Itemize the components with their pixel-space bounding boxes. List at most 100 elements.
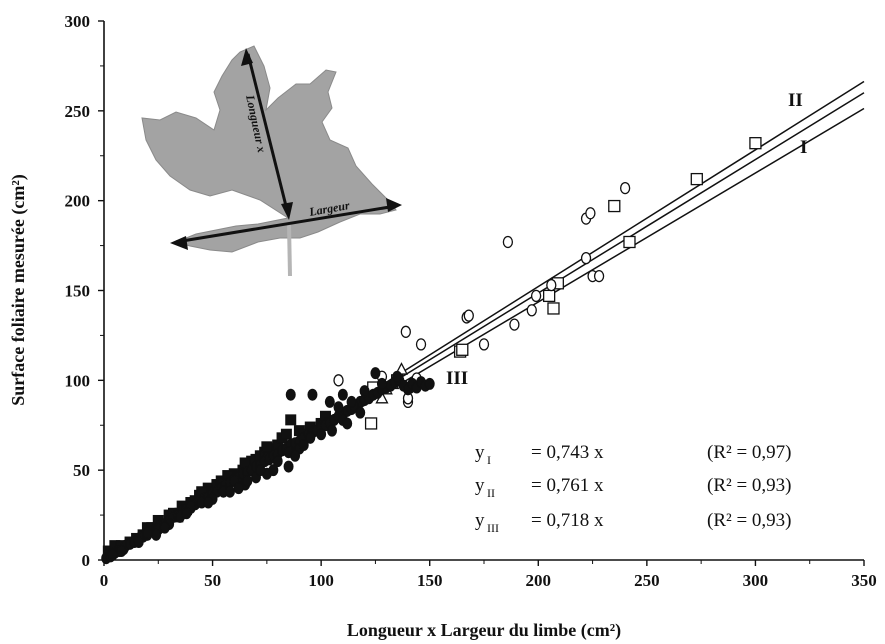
x-axis-title: Longueur x Largeur du limbe (cm²) <box>347 620 621 641</box>
point-filled-circle <box>159 521 170 534</box>
point-open-circle <box>585 207 596 220</box>
point-open-circle <box>619 181 631 195</box>
point-open-circle <box>502 235 514 249</box>
point-open-circle <box>546 278 557 292</box>
leaf-stem <box>287 223 292 277</box>
point-filled-circle <box>337 388 348 401</box>
point-filled-circle <box>283 460 294 473</box>
point-open-square <box>542 289 556 303</box>
point-open-circle <box>415 338 427 351</box>
axes: 0 50 100 150 200 250 300 350 0 50 100 150 200 250 300 <box>65 12 877 590</box>
y-tick-label: 50 <box>73 461 90 480</box>
width-arrow-head-right <box>386 198 402 212</box>
eq-y: y <box>475 510 485 531</box>
point-filled-circle <box>290 449 301 462</box>
eq-rhs: = 0,743 x <box>531 442 604 463</box>
point-open-square <box>690 172 703 186</box>
point-filled-square <box>280 428 292 440</box>
point-filled-circle <box>307 388 318 401</box>
point-filled-circle <box>305 431 316 444</box>
point-filled-circle <box>346 395 357 408</box>
x-tick-label: 0 <box>100 571 109 590</box>
point-open-square <box>608 199 621 213</box>
data-points <box>101 137 762 565</box>
y-tick-label: 150 <box>65 282 91 301</box>
point-open-circle <box>463 309 474 322</box>
point-filled-circle <box>376 377 387 390</box>
equation-II: y II = 0,761 x (R² = 0,93) <box>475 475 792 500</box>
point-filled-circle <box>151 528 162 541</box>
x-tick-label: 150 <box>417 571 443 590</box>
point-open-square <box>547 302 560 315</box>
point-open-circle <box>593 269 605 283</box>
y-tick-label: 250 <box>65 102 91 121</box>
point-filled-circle <box>424 377 435 390</box>
x-tick-label: 200 <box>526 571 552 590</box>
point-open-square <box>364 417 378 430</box>
point-open-circle <box>580 252 592 265</box>
point-filled-circle <box>233 482 244 495</box>
width-arrow-head-left <box>170 236 188 250</box>
point-filled-square <box>261 441 273 453</box>
point-filled-circle <box>370 367 381 380</box>
x-tick-label: 350 <box>851 571 877 590</box>
point-filled-circle <box>107 548 118 561</box>
eq-y: y <box>475 442 485 463</box>
point-filled-circle <box>327 424 337 437</box>
point-open-circle <box>509 318 520 331</box>
point-open-square <box>749 137 762 150</box>
y-tick-label: 100 <box>65 371 91 390</box>
eq-sub: II <box>487 486 495 500</box>
y-tick-label: 200 <box>65 192 91 211</box>
eq-sub: I <box>487 453 491 467</box>
y-axis-title: Surface foliaire mesurée (cm²) <box>8 174 29 405</box>
x-tick-label: 50 <box>204 571 221 590</box>
width-arrow <box>175 204 397 244</box>
y-tick-label: 300 <box>65 12 91 31</box>
x-tick-label: 300 <box>743 571 769 590</box>
point-filled-circle <box>298 439 309 452</box>
leaf-illustration <box>141 45 397 253</box>
point-filled-circle <box>242 474 253 487</box>
point-filled-circle <box>142 527 153 540</box>
line-label-III: III <box>446 368 468 389</box>
point-filled-circle <box>324 395 335 408</box>
eq-rhs: = 0,761 x <box>531 475 604 496</box>
eq-r2: (R² = 0,93) <box>707 475 792 496</box>
eq-r2: (R² = 0,97) <box>707 442 792 463</box>
point-open-square <box>456 343 469 356</box>
point-filled-square <box>285 414 297 426</box>
line-label-II: II <box>788 90 803 111</box>
x-tick-label: 250 <box>634 571 660 590</box>
point-filled-circle <box>116 545 127 558</box>
eq-r2: (R² = 0,93) <box>707 510 792 531</box>
point-filled-circle <box>392 370 403 383</box>
point-filled-circle <box>359 385 370 398</box>
point-filled-circle <box>203 496 214 509</box>
point-filled-circle <box>285 388 296 401</box>
point-open-circle <box>333 374 344 387</box>
point-open-square <box>623 235 636 249</box>
length-arrow-tail <box>281 202 293 220</box>
line-label-I: I <box>800 137 807 158</box>
eq-rhs: = 0,718 x <box>531 510 604 531</box>
eq-y: y <box>475 475 485 496</box>
point-filled-circle <box>181 507 192 520</box>
length-arrow <box>246 53 290 215</box>
point-filled-circle <box>224 485 235 498</box>
point-filled-circle <box>272 455 283 468</box>
equation-III: y III = 0,718 x (R² = 0,93) <box>475 510 792 535</box>
point-open-circle <box>530 289 542 303</box>
leaf-inset: Longueur x Largeur <box>141 45 402 277</box>
equation-I: y I = 0,743 x (R² = 0,97) <box>475 442 792 467</box>
point-open-circle <box>526 304 537 317</box>
point-open-circle <box>478 338 490 351</box>
point-filled-circle <box>355 406 366 419</box>
x-tick-label: 100 <box>308 571 334 590</box>
point-open-circle <box>400 325 411 338</box>
length-arrow-head <box>241 48 253 66</box>
y-tick-label: 0 <box>82 551 91 570</box>
eq-sub: III <box>487 521 499 535</box>
point-filled-circle <box>133 536 144 549</box>
point-filled-circle <box>268 464 279 477</box>
